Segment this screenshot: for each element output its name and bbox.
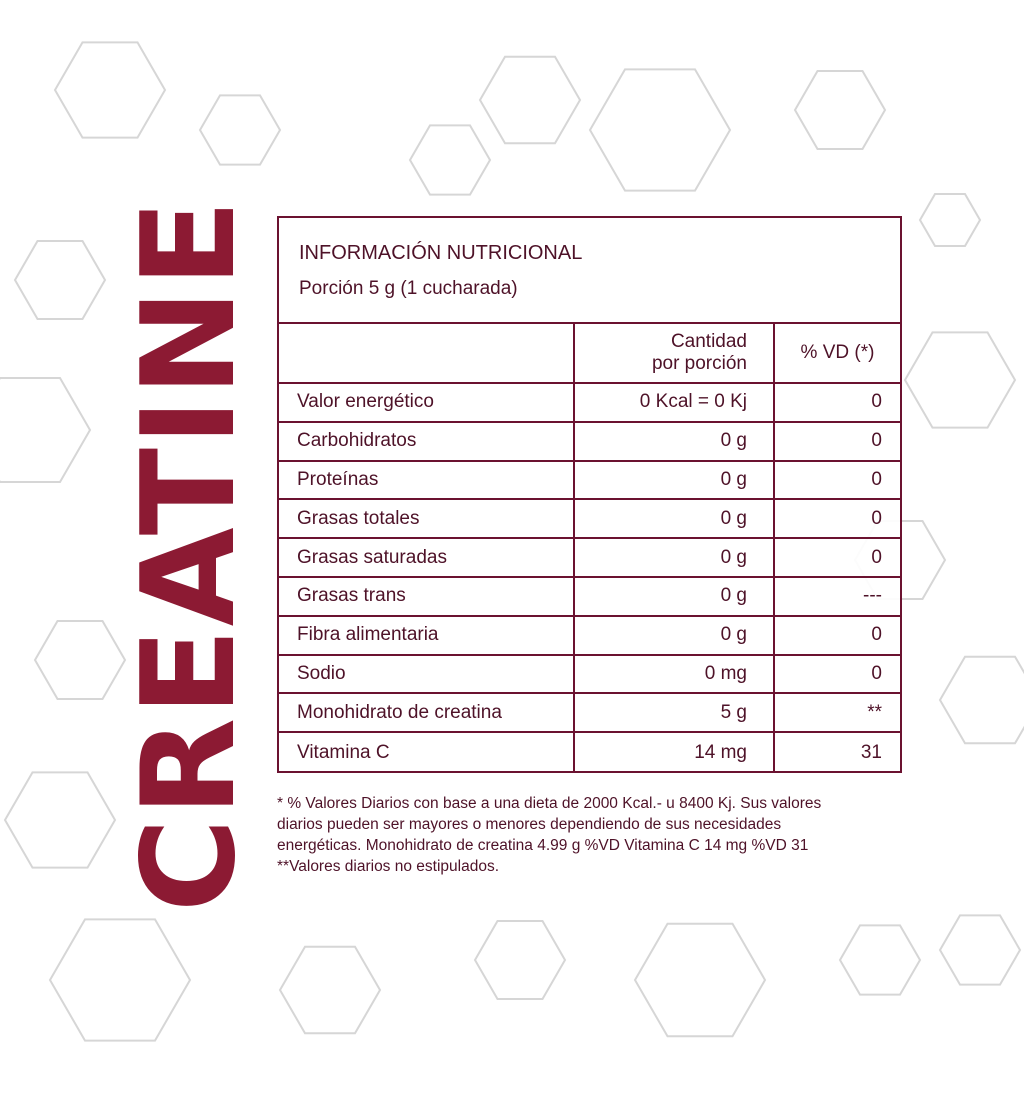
hexagon-shape bbox=[938, 655, 1024, 745]
table-row: Fibra alimentaria 0 g 0 bbox=[279, 616, 900, 656]
hexagon-shape bbox=[0, 377, 92, 483]
table-row: Grasas totales 0 g 0 bbox=[279, 500, 900, 540]
nutrient-amount: 0 g bbox=[575, 577, 775, 615]
table-row: Grasas trans 0 g --- bbox=[279, 577, 900, 617]
table-row: Monohidrato de creatina 5 g ** bbox=[279, 694, 900, 734]
brand-name: CREATINE bbox=[115, 197, 264, 913]
nutrient-dv: 0 bbox=[871, 624, 882, 646]
hexagon-shape bbox=[478, 55, 582, 145]
table-header: INFORMACIÓN NUTRICIONAL Porción 5 g (1 c… bbox=[279, 218, 900, 324]
dv-column-header: % VD (*) bbox=[800, 342, 875, 363]
nutrient-name: Grasas trans bbox=[279, 577, 575, 615]
hexagon-shape bbox=[918, 193, 982, 247]
table-row: Carbohidratos 0 g 0 bbox=[279, 422, 900, 462]
hexagon-shape bbox=[633, 922, 767, 1038]
nutrient-name: Carbohidratos bbox=[279, 422, 575, 460]
nutrient-amount: 0 g bbox=[575, 539, 775, 576]
footnote: * % Valores Diarios con base a una dieta… bbox=[277, 795, 822, 875]
nutrient-amount: 14 mg bbox=[575, 733, 775, 772]
hexagon-shape bbox=[278, 945, 382, 1035]
hexagon-shape bbox=[938, 914, 1022, 986]
hexagon-shape bbox=[3, 771, 117, 869]
hexagon-shape bbox=[198, 94, 282, 166]
nutrient-dv: 0 bbox=[871, 662, 882, 684]
nutrient-dv: 0 bbox=[871, 468, 882, 490]
portion-size: Porción 5 g (1 cucharada) bbox=[299, 278, 518, 299]
hexagon-shape bbox=[48, 918, 192, 1042]
table-row: Grasas saturadas 0 g 0 bbox=[279, 539, 900, 578]
nutrient-dv: 0 bbox=[871, 507, 882, 529]
nutrient-dv: --- bbox=[863, 585, 882, 607]
hexagon-shape bbox=[588, 68, 732, 192]
table-title: INFORMACIÓN NUTRICIONAL bbox=[299, 242, 583, 264]
nutrient-dv: ** bbox=[867, 701, 882, 723]
hexagon-shape bbox=[903, 331, 1017, 429]
table-row: Proteínas 0 g 0 bbox=[279, 461, 900, 501]
nutrient-amount: 0 g bbox=[575, 500, 775, 538]
amount-column-header: Cantidad por porción bbox=[575, 324, 775, 382]
nutrient-dv: 0 bbox=[871, 546, 882, 568]
nutrient-dv: 31 bbox=[860, 741, 882, 763]
nutrient-amount: 0 mg bbox=[575, 655, 775, 693]
hexagon-shape bbox=[33, 620, 127, 700]
nutrient-dv: 0 bbox=[871, 430, 882, 452]
table-row: Vitamina C 14 mg 31 bbox=[279, 733, 900, 772]
hexagon-shape bbox=[838, 924, 922, 996]
nutrient-name: Valor energético bbox=[279, 384, 575, 421]
nutrient-name: Fibra alimentaria bbox=[279, 616, 575, 654]
hexagon-shape bbox=[13, 240, 107, 320]
table-row: Sodio 0 mg 0 bbox=[279, 655, 900, 695]
nutrient-name: Grasas totales bbox=[279, 500, 575, 538]
nutrient-name: Grasas saturadas bbox=[279, 539, 575, 576]
hexagon-shape bbox=[408, 124, 492, 196]
nutrient-amount: 0 Kcal = 0 Kj bbox=[575, 384, 775, 421]
nutrient-name: Sodio bbox=[279, 655, 575, 693]
nutrient-dv: 0 bbox=[871, 391, 882, 413]
hexagon-shape bbox=[53, 41, 167, 139]
nutrient-name: Monohidrato de creatina bbox=[279, 694, 575, 732]
nutrient-amount: 0 g bbox=[575, 616, 775, 654]
table-row: Valor energético 0 Kcal = 0 Kj 0 bbox=[279, 384, 900, 423]
nutrient-name: Vitamina C bbox=[279, 733, 575, 772]
nutrient-amount: 0 g bbox=[575, 461, 775, 499]
hexagon-shape bbox=[793, 70, 887, 150]
nutrient-name: Proteínas bbox=[279, 461, 575, 499]
column-header-row: Cantidad por porción % VD (*) bbox=[279, 324, 900, 384]
nutrient-amount: 0 g bbox=[575, 422, 775, 460]
hexagon-shape bbox=[473, 920, 567, 1000]
nutrient-amount: 5 g bbox=[575, 694, 775, 732]
nutrition-facts-table: INFORMACIÓN NUTRICIONAL Porción 5 g (1 c… bbox=[277, 216, 902, 773]
